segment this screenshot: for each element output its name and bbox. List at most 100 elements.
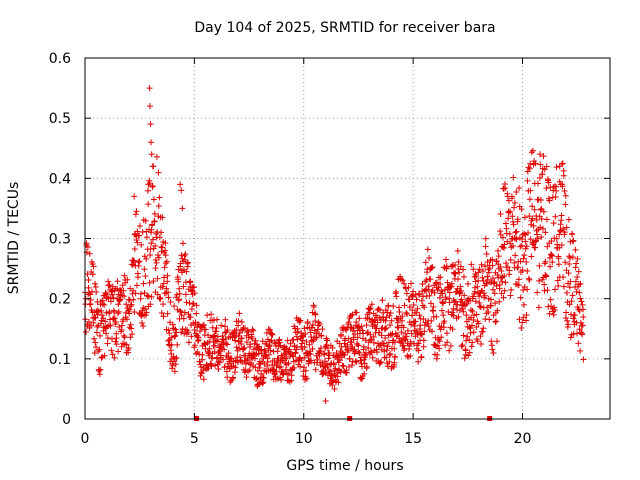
data-point — [238, 341, 245, 348]
data-point — [124, 276, 131, 283]
data-point — [488, 296, 495, 303]
data-point — [316, 321, 323, 328]
x-tick-label: 15 — [404, 431, 422, 447]
data-point — [416, 312, 423, 319]
data-point — [205, 365, 212, 372]
data-point — [507, 256, 514, 263]
data-point — [404, 327, 411, 334]
data-point — [219, 333, 226, 340]
data-point — [247, 359, 254, 366]
data-point — [300, 364, 307, 371]
data-point — [565, 216, 572, 223]
data-point — [360, 343, 367, 350]
data-point — [142, 217, 149, 224]
data-point — [506, 230, 513, 237]
data-point — [154, 291, 161, 298]
data-point — [502, 220, 509, 227]
data-point — [358, 376, 365, 383]
data-points — [82, 85, 587, 404]
data-point — [482, 235, 489, 242]
data-point — [126, 297, 133, 304]
data-point — [406, 296, 413, 303]
data-point — [249, 326, 256, 333]
data-point — [518, 325, 525, 332]
data-point — [459, 341, 466, 348]
data-point — [97, 366, 104, 373]
data-point — [159, 244, 166, 251]
data-point — [217, 352, 224, 359]
data-point — [403, 309, 410, 316]
data-point — [245, 328, 252, 335]
data-point — [538, 234, 545, 241]
data-point — [482, 263, 489, 270]
data-point — [223, 340, 230, 347]
y-tick-label: 0.2 — [49, 292, 71, 308]
data-point — [485, 266, 492, 273]
data-point — [411, 322, 418, 329]
data-point — [162, 252, 169, 259]
data-point — [470, 316, 477, 323]
data-point — [577, 280, 584, 287]
data-point — [244, 356, 251, 363]
data-point — [179, 205, 186, 212]
data-point — [363, 349, 370, 356]
data-point — [492, 300, 499, 307]
data-point — [418, 297, 425, 304]
data-point — [183, 268, 190, 275]
data-point — [498, 274, 505, 281]
data-point — [84, 244, 91, 251]
data-point — [145, 181, 152, 188]
data-point — [128, 325, 135, 332]
data-point — [191, 290, 198, 297]
y-tick-label: 0.6 — [49, 51, 71, 67]
data-point — [479, 267, 486, 274]
data-point — [104, 335, 111, 342]
data-point — [523, 243, 530, 250]
data-point — [190, 284, 197, 291]
data-point — [120, 332, 127, 339]
data-point — [153, 153, 160, 160]
data-point — [543, 272, 550, 279]
data-point — [509, 195, 516, 202]
data-point — [290, 353, 297, 360]
data-point — [176, 290, 183, 297]
data-point — [520, 287, 527, 294]
data-point — [301, 344, 308, 351]
data-point — [388, 331, 395, 338]
data-point — [141, 266, 148, 273]
data-point — [302, 367, 309, 374]
data-point — [344, 341, 351, 348]
data-point — [520, 255, 527, 262]
grid-lines — [85, 58, 610, 419]
data-point — [172, 326, 179, 333]
data-point — [566, 260, 573, 267]
data-point — [191, 326, 198, 333]
data-point — [436, 338, 443, 345]
data-point — [154, 275, 161, 282]
data-point — [377, 359, 384, 366]
data-point — [141, 290, 148, 297]
data-point — [512, 229, 519, 236]
data-point — [580, 306, 587, 313]
data-point — [438, 334, 445, 341]
data-point — [246, 366, 253, 373]
data-point — [447, 342, 454, 349]
data-point — [569, 238, 576, 245]
data-point — [415, 358, 422, 365]
data-point — [437, 280, 444, 287]
data-point — [123, 341, 130, 348]
data-point — [509, 213, 516, 220]
data-point — [303, 338, 310, 345]
data-point — [410, 301, 417, 308]
data-point — [98, 312, 105, 319]
data-point — [356, 349, 363, 356]
data-point — [458, 343, 465, 350]
data-point — [161, 264, 168, 271]
data-point — [470, 329, 477, 336]
data-point — [136, 258, 143, 265]
data-point — [573, 288, 580, 295]
data-point — [114, 278, 121, 285]
data-point — [534, 289, 541, 296]
data-point — [408, 280, 415, 287]
data-point — [181, 309, 188, 316]
